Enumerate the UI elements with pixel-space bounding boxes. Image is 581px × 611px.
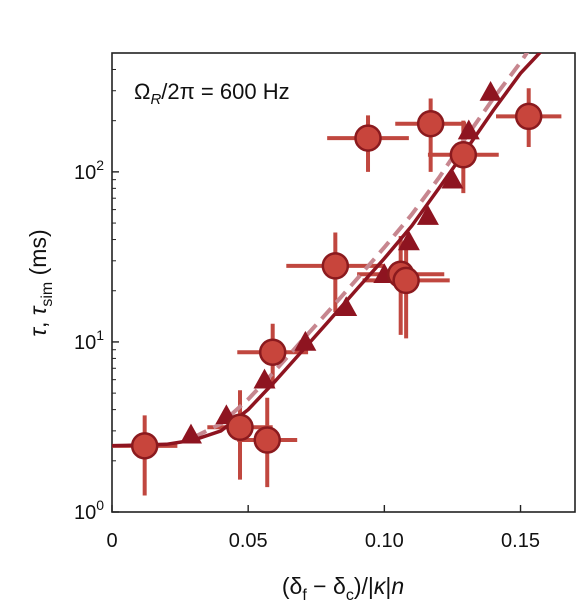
y-tick-label: 102 xyxy=(74,157,104,184)
x-tick-label: 0.10 xyxy=(365,530,404,552)
circle-point xyxy=(258,338,287,366)
triangle-point xyxy=(457,119,480,140)
axis-ticks: 0 0.05 0.10 0.15 100 101 102 xyxy=(74,52,540,552)
triangle-point xyxy=(416,205,439,225)
dashed-fit-line xyxy=(192,53,530,440)
triangle-point xyxy=(335,296,358,317)
annotation: ΩR/2π = 600 Hz xyxy=(134,79,290,108)
plot-frame xyxy=(111,52,576,513)
triangle-point xyxy=(479,80,502,101)
plot-area xyxy=(112,53,562,496)
circle-point xyxy=(253,426,281,454)
solid-fit-line xyxy=(112,53,542,448)
circle-point xyxy=(514,102,543,131)
y-tick-label: 101 xyxy=(74,327,104,354)
circle-point xyxy=(354,124,382,152)
triangle-point xyxy=(294,330,317,351)
circle-point xyxy=(130,432,159,460)
circle-point xyxy=(416,109,445,138)
circle-point xyxy=(321,252,350,280)
x-tick-label: 0.15 xyxy=(501,530,540,552)
circle-point xyxy=(392,266,420,295)
x-tick-label: 0 xyxy=(106,530,117,552)
circle-point xyxy=(449,141,478,169)
circle-point xyxy=(226,413,254,442)
x-tick-label: 0.05 xyxy=(229,530,268,552)
triangle-point xyxy=(441,168,464,189)
y-axis-label: τ, τsim (ms) xyxy=(25,229,56,336)
triangle-point xyxy=(253,368,276,389)
x-axis-label: (δf − δc)/|κ|n xyxy=(282,573,404,604)
triangle-point xyxy=(397,230,420,251)
triangle-point xyxy=(179,423,202,444)
y-tick-label: 100 xyxy=(74,497,104,524)
